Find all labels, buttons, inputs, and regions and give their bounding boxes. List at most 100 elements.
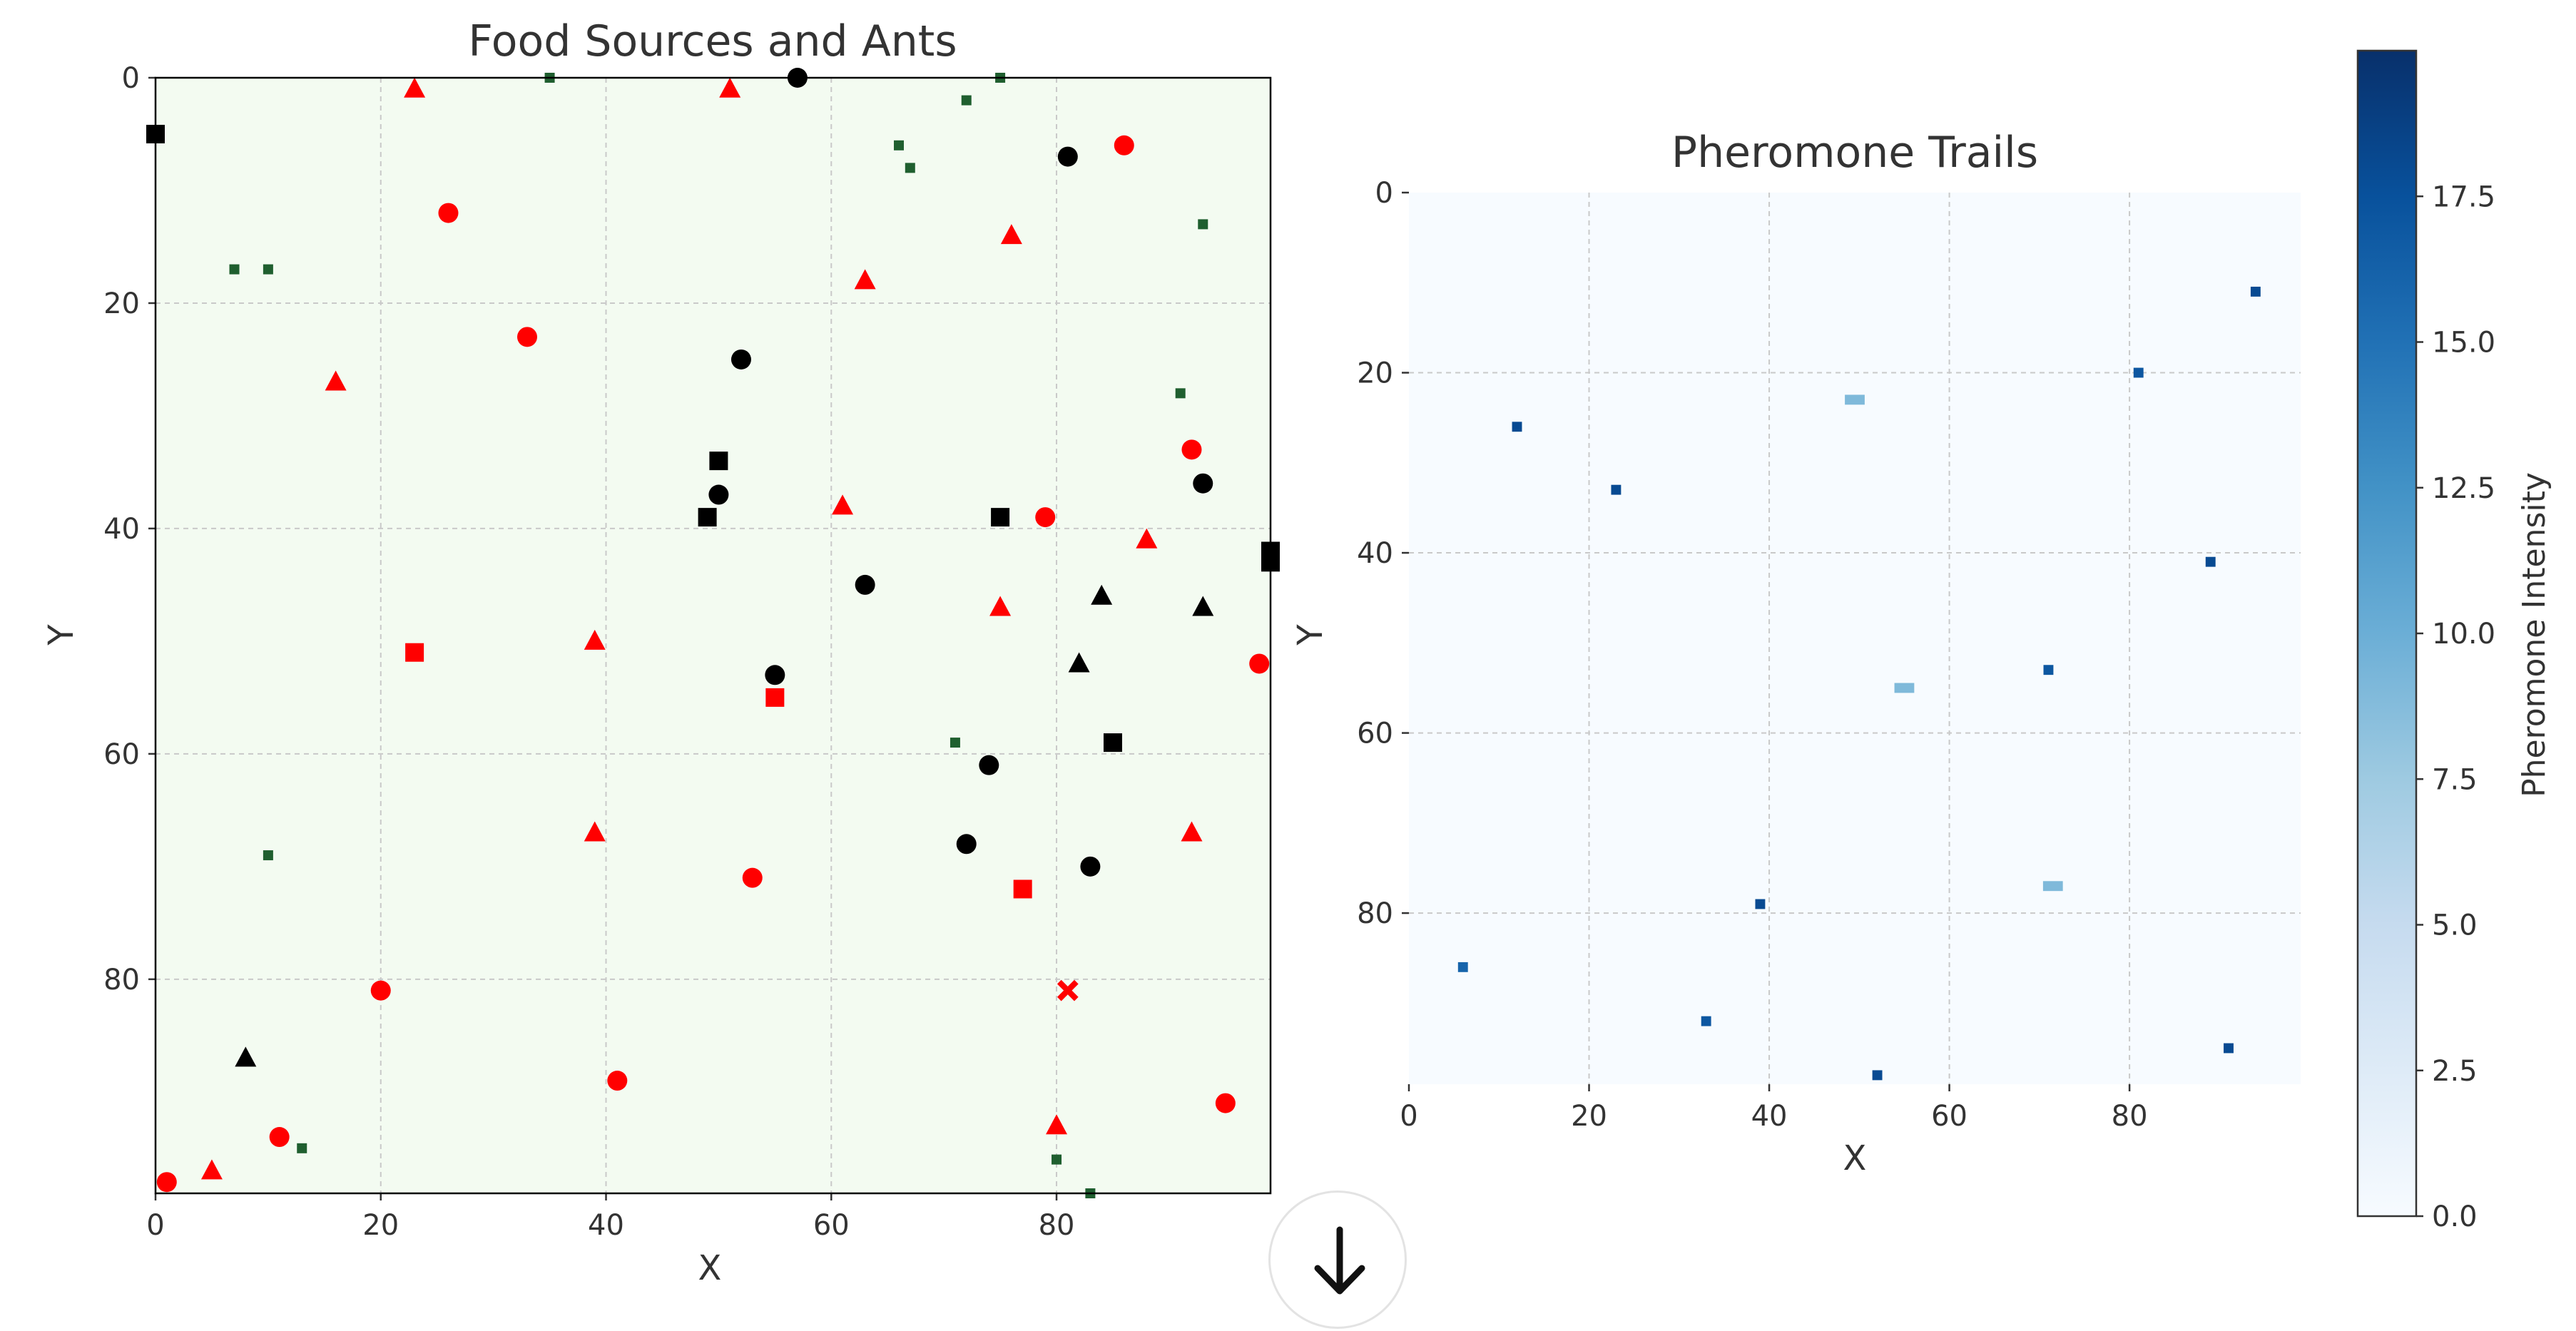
scatter-point-triangle [1000,224,1022,245]
colorbar-tick-label: 5.0 [2432,909,2478,942]
scatter-point-circle [438,203,459,223]
y-tick-label: 60 [103,738,140,771]
scatter-point-triangle [1091,584,1113,605]
scatter-point-circle [855,574,875,595]
colorbar-tick-label: 7.5 [2432,763,2478,796]
x-tick-label: 80 [1039,1209,1075,1242]
y-tick-label: 80 [103,964,140,996]
scatter-point-circle [708,484,729,505]
plot-area [156,78,1271,1193]
x-tick-label: 0 [146,1209,164,1242]
scatter-point-circle [1181,439,1202,460]
scatter-point-triangle [325,370,347,391]
scatter-point-triangle [584,629,606,650]
scatter-marks [146,68,1280,1198]
colorbar-ticks: 0.0 2.5 5.0 7.5 10.0 12.5 15.0 17.5 [2416,180,2495,1233]
x-tick-label: 20 [1571,1100,1607,1133]
scatter-point-circle [517,327,537,347]
scatter-point-triangle [854,269,876,290]
scatter-point-small-square [961,95,972,106]
scatter-point-square [1103,733,1122,753]
y-tick-label: 0 [122,62,140,95]
colorbar-gradient [2356,49,2418,1218]
scatter-point-small-square [1175,388,1186,399]
scatter-point-small-square [950,738,960,748]
scatter-point-circle [156,1172,177,1193]
scatter-point-triangle [1046,1114,1068,1135]
scatter-point-triangle [832,494,854,515]
scatter-point-circle [1249,653,1270,674]
heatmap-cell [2133,367,2144,378]
x-tick-label: 40 [1751,1100,1788,1133]
heatmap-cell [1701,1016,1711,1026]
x-tick-label: 40 [588,1209,624,1242]
x-tick-label: 60 [813,1209,850,1242]
scatter-point-circle [730,349,751,369]
scatter-point-triangle [989,596,1012,616]
heatmap-cell [2043,665,2054,675]
heatmap-cell [2224,1043,2234,1054]
colorbar-tick-label: 2.5 [2432,1055,2478,1088]
scatter-point-circle [979,755,999,775]
y-axis-label: Y [1290,624,1330,646]
scatter-point-circle [269,1127,290,1148]
heatmap-cell [1755,899,1766,909]
scatter-point-triangle [404,77,426,98]
scatter-point-circle [956,834,977,855]
y-tick-label: 0 [1375,177,1393,210]
scatter-point-small-square [905,163,915,173]
arrow-down-icon [1314,1226,1365,1295]
colorbar-tick-label: 15.0 [2432,327,2495,359]
scatter-point-small-square [229,264,240,275]
grid-lines [1409,193,2301,1084]
heatmap-cell [1512,422,1522,432]
chart-title: Pheromone Trails [1671,128,2038,178]
scatter-point-triangle [1136,528,1158,549]
scatter-point-triangle [584,821,606,842]
scatter-point-triangle [200,1159,223,1180]
y-tick-label: 60 [1357,718,1393,750]
scatter-point-circle [607,1071,628,1091]
heatmap-cell [1845,394,1865,405]
scatter-point-circle [1080,856,1101,877]
y-tick-label: 80 [1357,897,1393,930]
scatter-point-square [765,688,785,707]
scatter-point-small-square [297,1143,307,1153]
scatter-point-circle [742,867,763,888]
colorbar-label: Pheromone Intensity [2516,472,2552,797]
x-tick-label: 80 [2112,1100,2148,1133]
x-tick-label: 20 [362,1209,399,1242]
heatmap-cell [1457,962,1468,972]
colorbar-tick-label: 12.5 [2432,472,2495,505]
scatter-point-circle [1193,473,1213,494]
scatter-point-triangle [235,1046,257,1067]
scroll-down-button[interactable] [1268,1190,1407,1329]
scatter-point-square [709,452,728,471]
scatter-point-square [1013,879,1032,899]
y-tick-label: 40 [1357,537,1393,570]
heatmap-cells [1457,286,2261,1081]
scatter-point-triangle [1068,652,1090,673]
x-tick-label: 0 [1400,1100,1417,1133]
chart-title: Food Sources and Ants [468,16,957,66]
heatmap-cell [2205,556,2216,567]
scatter-point-square [991,508,1010,527]
colorbar-tick-label: 0.0 [2432,1200,2478,1233]
scatter-chart: 0 20 40 60 80 0 20 40 60 80 Food Sources and Ants… [41,16,1280,1288]
scatter-point-circle [1215,1093,1236,1113]
heatmap-cell [2042,881,2063,892]
y-tick-label: 20 [1357,357,1393,390]
plot-area [1409,193,2301,1084]
scatter-point-x [1057,979,1079,1001]
heatmap-chart: 0 20 40 60 80 0 20 40 60 80 Pheromone Trails X Y [1290,128,2301,1178]
axis-ticks: 0 20 40 60 80 0 20 40 60 80 [1357,177,2147,1133]
scatter-point-circle [1114,135,1134,155]
scatter-point-circle [1057,146,1078,167]
scatter-point-small-square [894,140,904,151]
y-tick-label: 20 [103,287,140,320]
scatter-point-small-square [263,264,273,275]
scatter-point-triangle [719,77,741,98]
colorbar: 0.0 2.5 5.0 7.5 10.0 12.5 15.0 17.5 Pheromone I… [2356,49,2552,1233]
scatter-point-small-square [1198,219,1208,230]
